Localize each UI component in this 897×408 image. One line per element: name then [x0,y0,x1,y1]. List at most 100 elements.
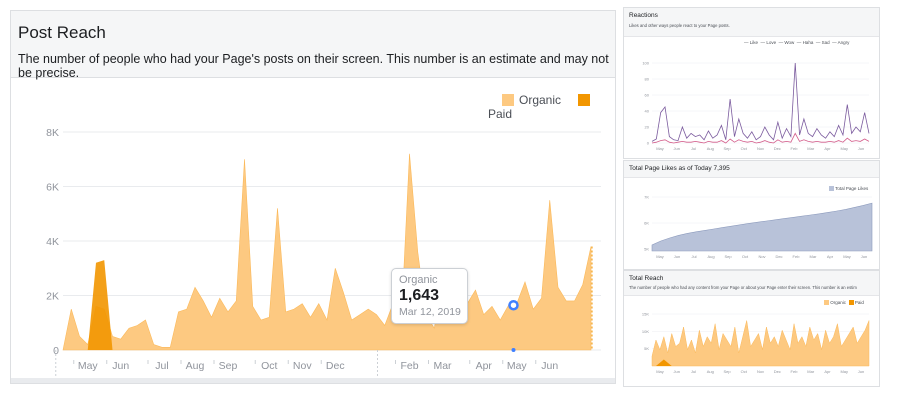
x-tick-label: Feb [793,254,801,259]
x-tick-label: Jun [541,360,558,372]
total-reach-legend-paid[interactable]: Paid [848,300,864,305]
tooltip-date: Mar 12, 2019 [399,306,461,318]
x-tick-label: Apr [476,360,493,372]
x-tick-label: Mar [433,360,452,372]
hover-point [508,299,519,311]
x-tick-label: Oct [741,369,748,374]
x-tick-label: Oct [742,254,749,259]
total-reach-title: Total Reach [629,275,664,282]
panel-bottom-bar [11,378,615,383]
page-likes-legend[interactable]: Total Page Likes [829,186,868,191]
post-reach-title: Post Reach [18,23,106,42]
x-tick-label: Jul [691,369,696,374]
x-tick-label: May [840,369,848,374]
x-tick-label: May [656,254,664,259]
reactions-legend-wow[interactable]: — Wow [778,40,795,45]
x-tick-label: Sep [723,146,731,151]
reactions-series-love [651,132,870,144]
total-reach-organic-area [651,320,870,367]
x-tick-label: Mar [810,254,818,259]
x-tick-label: Aug [707,254,714,259]
post-reach-panel: Post Reach The number of people who had … [10,10,616,384]
x-tick-label: Oct [261,360,277,372]
x-tick-label: Aug [186,360,205,372]
x-tick-label: Jun [861,254,867,259]
x-tick-label: Apr [824,369,831,374]
y-tick-label: 100 [642,61,649,66]
x-tick-label: May [843,254,851,259]
reactions-legend-love[interactable]: — Love [760,40,777,45]
reactions-title: Reactions [629,12,658,19]
x-tick-label: May [507,360,528,372]
reactions-chart: 0 20 40 60 80 100 May Jun Jul Aug Sep Oct Nov Dec Feb M… [642,61,870,151]
post-reach-header: Post Reach The number of people who had … [11,11,615,80]
y-tick-label: 10K [642,329,649,334]
y-tick-label: 80 [645,77,650,82]
legend-label-paid: Paid [488,107,513,121]
legend-swatch-paid [578,94,591,106]
x-tick-label: Nov [758,254,765,259]
y-tick-label: 6K [46,182,59,194]
x-tick-label: Aug [707,146,714,151]
page-likes-area [651,202,873,252]
legend-item-organic[interactable]: Organic [502,93,561,107]
y-tick-label: 20 [645,125,650,130]
x-tick-label: Feb [791,369,799,374]
page-likes-title: Total Page Likes as of Today 7,395 [629,165,730,172]
y-tick-label: 6K [644,221,649,226]
total-reach-legend: Organic Paid [824,300,864,305]
reactions-legend-sad[interactable]: — Sad [815,40,830,45]
x-tick-label: Jun [674,369,680,374]
reactions-series-like [651,62,870,142]
legend-label-organic: Organic [519,93,562,107]
y-tick-label: 8K [46,127,59,139]
x-tick-label: Dec [775,254,782,259]
y-tick-label: 7K [644,195,649,200]
legend-item-paid[interactable]: Paid [488,93,595,121]
x-tick-label: Jun [674,146,680,151]
x-tick-label: Jul [691,254,696,259]
reactions-legend: — Like — Love — Wow — Haha — Sad — Angry [744,40,849,45]
x-tick-label: Apr [827,254,834,259]
x-tick-label: Jun [858,146,864,151]
x-tick-label: Dec [326,360,345,372]
total-reach-chart: 5K 10K 15K May Jun Jul Aug Sep Oct Nov Dec Feb Mar Ap… [642,312,870,374]
post-reach-subtitle: The number of people who had your Page's… [18,52,609,80]
x-tick-label: Jun [858,369,864,374]
page-likes-count: 7,395 [713,165,730,172]
x-tick-label: Jun [112,360,129,372]
y-tick-label: 15K [642,312,649,317]
y-tick-label: 60 [645,93,650,98]
legend-swatch-organic [502,94,514,106]
y-tick-label: 2K [46,291,59,303]
y-tick-label: 40 [645,109,650,114]
y-tick-label: 5K [644,346,649,351]
reactions-legend-angry[interactable]: — Angry [832,40,850,45]
post-reach-legend: Organic Paid [488,93,615,121]
y-tick-label: 0 [647,141,650,146]
x-tick-label: Aug [707,369,714,374]
x-tick-label: Nov [293,360,312,372]
x-tick-label: Nov [757,146,764,151]
x-tick-label: Jun [674,254,680,259]
total-reach-subtitle: The number of people who had any content… [629,285,857,290]
page-likes-swatch [829,186,834,191]
x-tick-label: May [840,146,848,151]
hover-axis-dot [511,348,516,352]
y-tick-label: 4K [46,236,59,248]
total-reach-panel: Total Reach The number of people who had… [623,270,880,387]
x-tick-label: Dec [774,369,781,374]
reactions-legend-like[interactable]: — Like [744,40,759,45]
reactions-panel: Reactions Likes and other ways people re… [623,7,880,159]
chart-tooltip: Organic 1,643 Mar 12, 2019 [391,268,468,324]
x-tick-label: Feb [400,360,418,372]
x-tick-label: Mar [807,146,815,151]
reactions-header: Reactions Likes and other ways people re… [624,8,879,37]
x-tick-label: Nov [757,369,764,374]
x-tick-label: Oct [741,146,748,151]
tooltip-series: Organic [399,274,438,286]
reactions-legend-haha[interactable]: — Haha [796,40,814,45]
x-tick-label: Sep [219,360,238,372]
page-likes-chart: 5K 6K 7K May Jun Jul Aug Sep Oct Nov Dec Feb Mar Apr M… [644,195,873,259]
total-reach-legend-organic[interactable]: Organic [824,300,846,305]
